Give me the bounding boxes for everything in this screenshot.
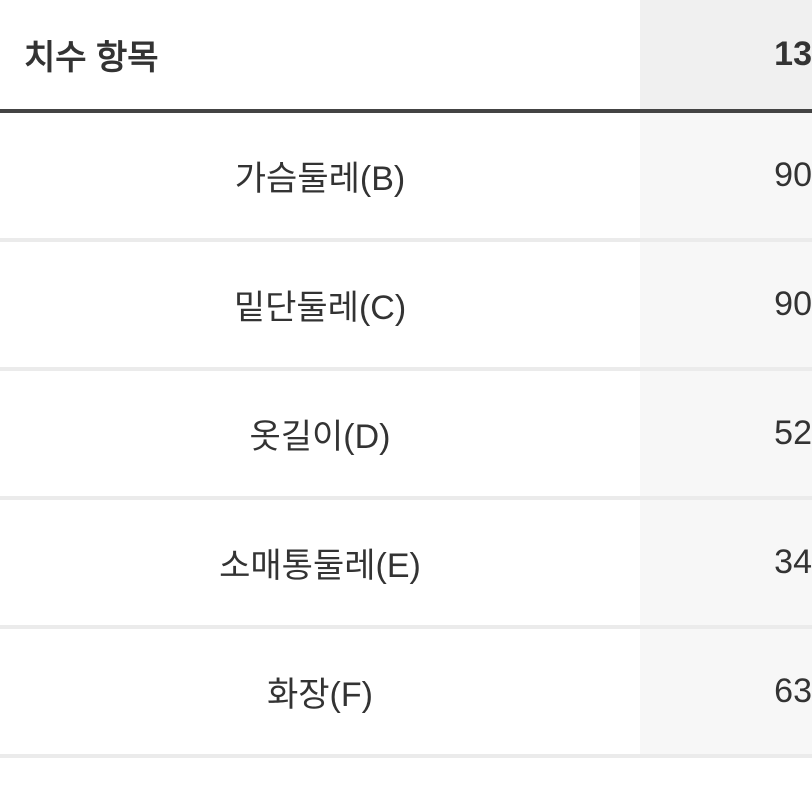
- row-label: 화장(F): [0, 627, 640, 756]
- row-value: 34: [640, 498, 812, 627]
- row-label: 소매통둘레(E): [0, 498, 640, 627]
- header-label: 치수 항목: [0, 0, 640, 111]
- table-row: 가슴둘레(B) 90: [0, 111, 812, 240]
- header-size: 13: [640, 0, 812, 111]
- row-label: 가슴둘레(B): [0, 111, 640, 240]
- table-row: 옷길이(D) 52: [0, 369, 812, 498]
- table-header-row: 치수 항목 13: [0, 0, 812, 111]
- row-label: 옷길이(D): [0, 369, 640, 498]
- table-row: 소매통둘레(E) 34: [0, 498, 812, 627]
- size-table: 치수 항목 13 가슴둘레(B) 90 밑단둘레(C) 90 옷길이(D) 52…: [0, 0, 812, 758]
- row-value: 90: [640, 111, 812, 240]
- row-value: 90: [640, 240, 812, 369]
- row-value: 63: [640, 627, 812, 756]
- table-body: 가슴둘레(B) 90 밑단둘레(C) 90 옷길이(D) 52 소매통둘레(E)…: [0, 111, 812, 756]
- row-value: 52: [640, 369, 812, 498]
- row-label: 밑단둘레(C): [0, 240, 640, 369]
- table-row: 화장(F) 63: [0, 627, 812, 756]
- table-row: 밑단둘레(C) 90: [0, 240, 812, 369]
